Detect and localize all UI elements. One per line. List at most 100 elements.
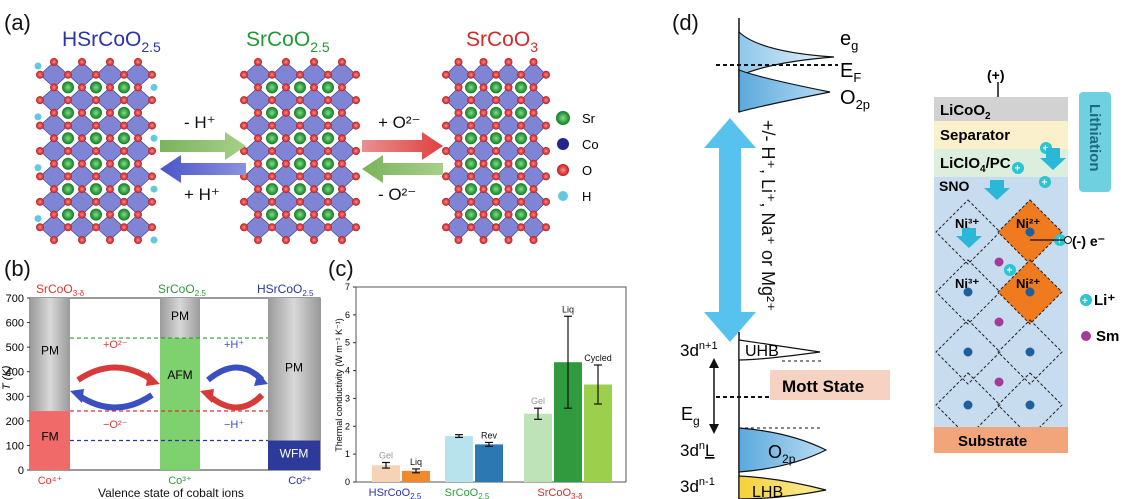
oxygen-atom xyxy=(467,70,475,79)
sr-atom xyxy=(266,157,278,170)
oxygen-atom xyxy=(268,121,276,130)
phase-diagram: 0 100 200 300 400 500 600 700 T (K) PM FM PM AFM PM WF… xyxy=(1,293,321,487)
arrow-plus-o xyxy=(362,132,443,160)
oxygen-atom xyxy=(542,223,550,232)
oxygen-atom xyxy=(134,210,142,219)
oxygen-atom xyxy=(310,210,318,219)
oxygen-atom xyxy=(542,121,550,130)
lhb-label: LHB xyxy=(752,484,783,499)
oxygen-atom xyxy=(324,172,332,181)
li-ion-plus: + xyxy=(1043,144,1049,155)
oxygen-atom xyxy=(492,147,500,155)
sr-atom xyxy=(515,157,527,170)
oxygen-atom xyxy=(454,58,463,66)
phase-wfm: WFM xyxy=(280,447,309,461)
sr-atom xyxy=(322,81,334,94)
oxygen-atom xyxy=(517,96,525,105)
oxygen-atom xyxy=(454,83,463,92)
oxygen-atom xyxy=(529,108,538,117)
oxygen-atom xyxy=(92,223,100,232)
oxygen-atom xyxy=(106,185,114,194)
oxygen-atom xyxy=(134,185,142,194)
sr-atom xyxy=(465,106,477,119)
ni-atom xyxy=(963,347,973,357)
b-ytick-label: 0 xyxy=(18,465,24,477)
c-ytick-label: 3 xyxy=(345,393,350,403)
oxygen-atom xyxy=(50,58,58,66)
sr-atom xyxy=(118,208,130,221)
oxygen-atom xyxy=(504,185,513,194)
panel-b-label: (b) xyxy=(4,256,31,281)
region-hsrcoo25-high xyxy=(268,298,320,441)
oxygen-atom xyxy=(92,70,100,79)
legend-co-marker xyxy=(557,138,569,150)
ni-atom xyxy=(1025,227,1035,237)
sr-atom xyxy=(62,157,74,170)
oxygen-atom xyxy=(324,96,332,105)
oxygen-atom xyxy=(120,197,128,206)
bar xyxy=(402,470,430,482)
sr-atom xyxy=(515,81,527,94)
c-ytick-label: 4 xyxy=(345,366,350,376)
separator-label: Separator xyxy=(940,127,1010,144)
sr-atom xyxy=(62,106,74,119)
label-o-plus: +O²⁻ xyxy=(103,339,128,351)
oxygen-atom xyxy=(310,108,318,117)
arrow-minus-o-label: - O²⁻ xyxy=(378,185,416,204)
sr-atom xyxy=(490,208,502,221)
oxygen-atom xyxy=(352,147,360,155)
oxygen-atom xyxy=(467,197,475,206)
oxygen-atom xyxy=(324,197,332,206)
oxygen-atom xyxy=(492,197,500,206)
oxygen-atom xyxy=(479,185,488,194)
oxygen-atom xyxy=(529,185,538,194)
eg-band xyxy=(738,30,835,77)
bar xyxy=(475,444,503,482)
substrate-label: Substrate xyxy=(958,433,1027,450)
o2p-label-bottom: O2p xyxy=(768,442,796,466)
oxygen-atom xyxy=(296,70,304,79)
oxygen-atom xyxy=(504,236,513,244)
oxygen-atom xyxy=(442,96,450,105)
li-ion-plus: + xyxy=(1015,164,1021,175)
oxygen-atom xyxy=(529,58,538,66)
arrow-o-plus xyxy=(76,364,154,383)
oxygen-atom xyxy=(106,159,114,168)
b-ytick-label: 100 xyxy=(6,440,24,452)
oxygen-atom xyxy=(134,134,142,143)
bar-label: Liq xyxy=(410,457,422,467)
oxygen-atom xyxy=(479,210,488,219)
oxygen-atom xyxy=(479,83,488,92)
arrow-minus-o xyxy=(362,155,443,183)
sr-atom xyxy=(490,132,502,145)
phase-pm-left: PM xyxy=(41,344,59,358)
oxygen-atom xyxy=(50,159,58,168)
oxygen-atom xyxy=(36,121,44,130)
ni-atom xyxy=(1025,287,1035,297)
oxygen-atom xyxy=(454,236,463,244)
sr-atom xyxy=(515,208,527,221)
flow-arrow-1 xyxy=(1040,148,1066,170)
oxygen-atom xyxy=(517,147,525,155)
h-atom xyxy=(150,134,158,142)
sr-atom xyxy=(62,183,74,196)
oxygen-atom xyxy=(324,147,332,155)
sr-atom xyxy=(322,132,334,145)
oxygen-atom xyxy=(517,121,525,130)
h-atom xyxy=(150,83,158,91)
li-legend-marker xyxy=(1080,294,1092,306)
sr-atom xyxy=(266,132,278,145)
mott-state-box xyxy=(770,370,890,400)
region-srcoo3-high xyxy=(30,298,70,412)
oxygen-atom xyxy=(120,223,128,232)
oxygen-atom xyxy=(120,70,128,79)
oxygen-atom xyxy=(78,58,86,66)
oxygen-atom xyxy=(134,83,142,92)
label-o-minus: −O²⁻ xyxy=(103,419,128,431)
oxygen-atom xyxy=(64,70,72,79)
oxygen-atom xyxy=(148,70,156,79)
oxygen-atom xyxy=(310,58,318,66)
c-ytick-label: 2 xyxy=(345,421,350,431)
sr-atom xyxy=(90,208,102,221)
